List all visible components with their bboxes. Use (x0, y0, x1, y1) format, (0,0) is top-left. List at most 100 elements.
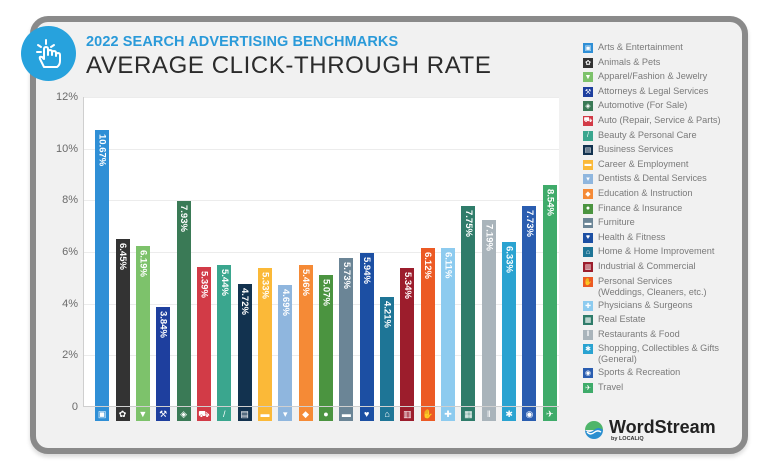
legend-item: ✿ Animals & Pets (583, 57, 733, 72)
legend-label: Physicians & Surgeons (598, 299, 693, 310)
bar-value-label: 4.72% (239, 288, 251, 316)
bar: 6.12% ✋ (420, 247, 435, 421)
tag-icon: ◈ (583, 101, 593, 112)
legend-item: ✈ Travel (583, 382, 733, 397)
airplane-icon: ✈ (542, 407, 557, 421)
armchair-icon: ▬ (583, 218, 593, 229)
legend-label: Travel (598, 381, 624, 392)
bar: 7.19% ‖ (481, 220, 496, 421)
heartbeat-icon: ♥ (583, 232, 593, 243)
storefront-icon: ▦ (583, 315, 593, 326)
house-icon: ⌂ (380, 407, 395, 421)
bar: 4.69% ▾ (278, 284, 293, 421)
bar: 5.33% ▬ (257, 268, 272, 421)
legend-item: ⚒ Attorneys & Legal Services (583, 86, 733, 101)
bar: 7.73% ◉ (522, 206, 537, 421)
gridline (84, 252, 559, 253)
bar: 5.73% ▬ (339, 257, 354, 421)
legend-label: Sports & Recreation (598, 367, 681, 378)
legend-label: Automotive (For Sale) (598, 100, 688, 111)
legend-item: ♥ Health & Fitness (583, 232, 733, 247)
legend-label: Personal Services (Weddings, Cleaners, et… (598, 275, 707, 297)
legend-label: Dentists & Dental Services (598, 173, 707, 184)
legend-item: ‖ Restaurants & Food (583, 329, 733, 344)
bar: 4.72% ▤ (237, 284, 252, 421)
tag-icon: ◈ (176, 407, 191, 421)
legend-label: Real Estate (598, 314, 646, 325)
graduation-cap-icon: ◆ (583, 188, 593, 199)
bar-value-label: 4.69% (279, 288, 291, 316)
car-icon: ⛟ (583, 115, 593, 126)
legend-label: Attorneys & Legal Services (598, 85, 709, 96)
y-tick-label: 2% (62, 349, 78, 362)
legend-label: Arts & Entertainment (598, 42, 683, 52)
bar-value-label: 6.12% (422, 251, 434, 279)
tooth-icon: ▾ (278, 407, 293, 421)
legend-item: ▤ Business Services (583, 144, 733, 159)
legend-item: ◆ Education & Instruction (583, 188, 733, 203)
bar: 7.75% ▦ (461, 205, 476, 421)
gavel-icon: ⚒ (156, 407, 171, 421)
bar-value-label: 5.73% (340, 261, 352, 289)
bar: 5.39% ⛟ (196, 266, 211, 421)
briefcase-icon: ▬ (257, 407, 272, 421)
bar-value-label: 10.67% (96, 134, 108, 167)
storefront-icon: ▦ (461, 407, 476, 421)
money-icon: ● (319, 407, 333, 421)
legend-item: ✱ Shopping, Collectibles & Gifts (General) (583, 343, 733, 367)
bar: 6.11% ✚ (441, 248, 456, 421)
legend-item: ▬ Career & Employment (583, 159, 733, 174)
service-hand-icon: ✋ (420, 407, 435, 421)
pointer-hand-click-icon (35, 38, 61, 68)
bar: 5.94% ♥ (359, 252, 374, 421)
bar: 5.44% / (217, 265, 232, 421)
bar: 10.67% ▣ (95, 130, 110, 421)
bar: 4.21% ⌂ (380, 297, 395, 421)
bar-value-label: 5.44% (218, 269, 230, 297)
legend-label: Career & Employment (598, 158, 689, 169)
shirt-icon: ▼ (135, 407, 150, 421)
brush-icon: / (217, 407, 232, 421)
factory-icon: ▥ (400, 407, 415, 421)
legend-label: Home & Home Improvement (598, 246, 715, 257)
chart-kicker: 2022 SEARCH ADVERTISING BENCHMARKS (86, 34, 399, 50)
legend-label: Animals & Pets (598, 56, 661, 67)
bar-value-label: 7.75% (462, 209, 474, 237)
wordstream-logo-icon (585, 421, 603, 439)
gridline (84, 97, 559, 98)
legend-item: ✋ Personal Services (Weddings, Cleaners, e… (583, 276, 733, 300)
legend-label: Apparel/Fashion & Jewelry (598, 71, 708, 82)
car-icon: ⛟ (196, 407, 211, 421)
y-tick-label: 6% (62, 246, 78, 258)
gavel-icon: ⚒ (583, 86, 593, 97)
graduation-cap-icon: ◆ (298, 407, 313, 421)
chart-title: AVERAGE CLICK-THROUGH RATE (86, 52, 492, 79)
bar-value-label: 7.93% (178, 205, 190, 233)
legend-item: ⛟ Auto (Repair, Service & Parts) (583, 115, 733, 130)
legend-item: ✚ Physicians & Surgeons (583, 300, 733, 315)
bar-value-label: 5.33% (259, 272, 271, 300)
legend-item: ▬ Furniture (583, 217, 733, 232)
paw-icon: ✿ (583, 57, 593, 68)
picture-icon: ▣ (95, 407, 110, 421)
y-tick-label: 0 (71, 401, 78, 413)
legend: ▣ Arts & Entertainment ✿ Animals & Pets ▼ App… (583, 42, 733, 396)
legend-label: Beauty & Personal Care (598, 129, 697, 140)
bar: 6.19% ▼ (135, 246, 150, 421)
ball-icon: ◉ (522, 407, 537, 421)
bar-value-label: 7.73% (523, 210, 535, 238)
bar-value-label: 6.33% (503, 246, 515, 274)
legend-label: Finance & Insurance (598, 202, 683, 213)
bar-value-label: 5.39% (198, 270, 210, 298)
y-tick-label: 4% (62, 297, 78, 310)
bar-value-label: 6.45% (117, 243, 129, 271)
brand-name: WordStream (609, 417, 716, 437)
tooth-icon: ▾ (583, 174, 593, 185)
legend-label: Shopping, Collectibles & Gifts (General) (598, 343, 720, 365)
fork-knife-icon: ‖ (583, 329, 593, 340)
bar-value-label: 6.19% (137, 250, 149, 278)
bar: 7.93% ◈ (176, 201, 191, 421)
fork-knife-icon: ‖ (481, 407, 496, 421)
legend-item: ▣ Arts & Entertainment (583, 42, 733, 57)
legend-item: ▦ Real Estate (583, 314, 733, 329)
